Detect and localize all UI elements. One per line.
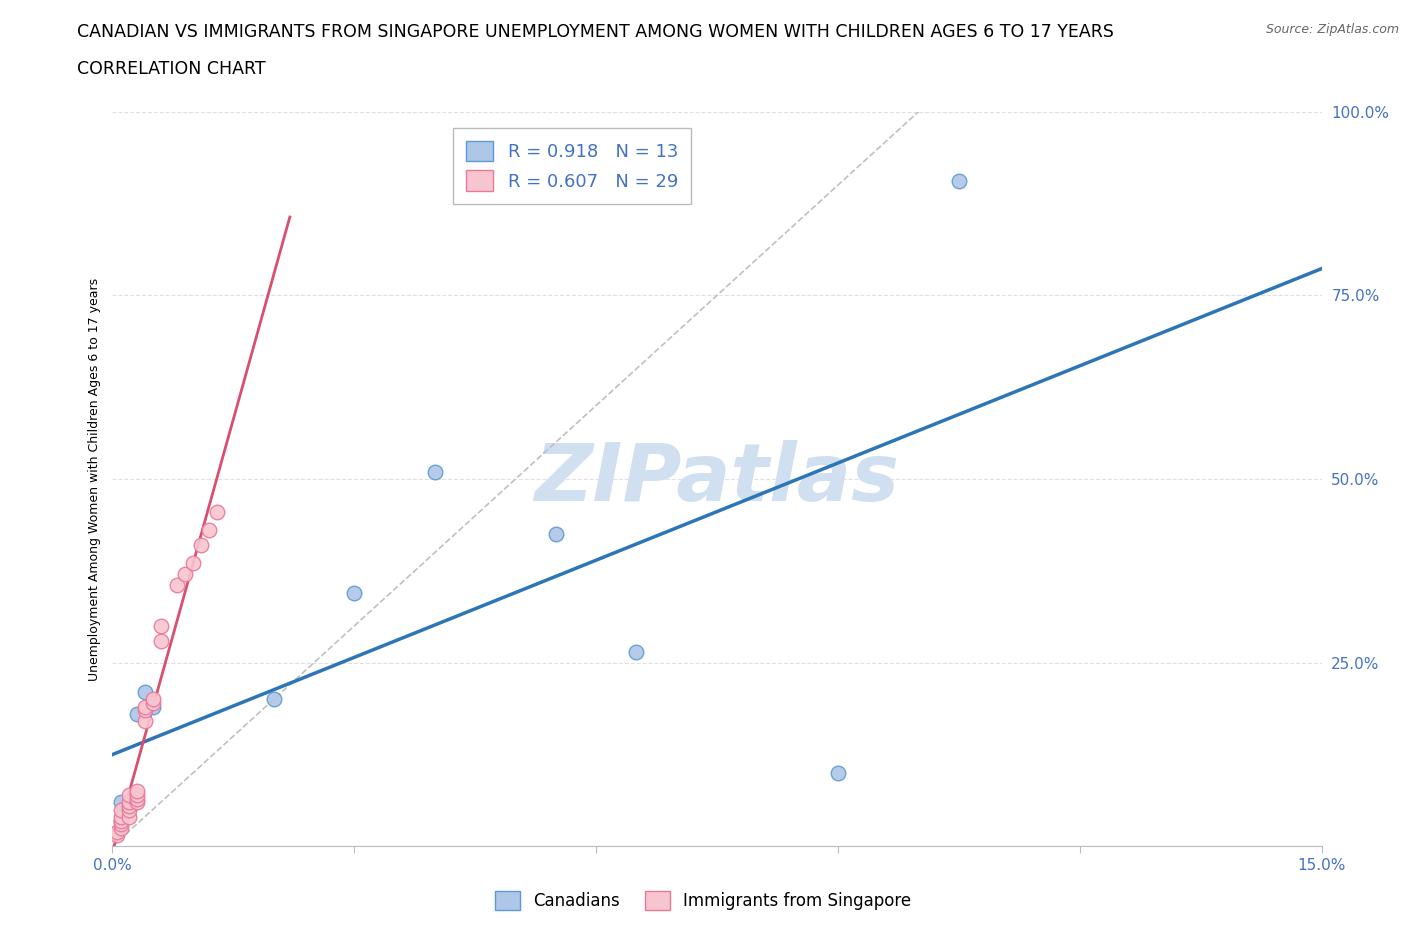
Text: Source: ZipAtlas.com: Source: ZipAtlas.com [1265,23,1399,36]
Point [110,795,132,810]
Legend: R = 0.918   N = 13, R = 0.607   N = 29: R = 0.918 N = 13, R = 0.607 N = 29 [453,128,690,204]
Text: ZIPatlas: ZIPatlas [534,440,900,518]
Point [263,692,285,707]
Point [827,765,849,780]
Point [117,802,139,817]
Point [110,820,132,835]
Point [423,464,446,479]
Point [626,644,648,659]
Point [166,578,188,593]
Text: CANADIAN VS IMMIGRANTS FROM SINGAPORE UNEMPLOYMENT AMONG WOMEN WITH CHILDREN AGE: CANADIAN VS IMMIGRANTS FROM SINGAPORE UN… [77,23,1114,41]
Point [134,703,156,718]
Point [207,505,229,520]
Point [198,523,221,538]
Point [343,585,366,600]
Point [110,813,132,828]
Point [544,526,567,541]
Y-axis label: Unemployment Among Women with Children Ages 6 to 17 years: Unemployment Among Women with Children A… [89,277,101,681]
Point [110,813,132,828]
Legend: Canadians, Immigrants from Singapore: Canadians, Immigrants from Singapore [488,884,918,917]
Point [125,784,148,799]
Point [110,817,132,831]
Point [181,556,204,571]
Point [117,799,139,814]
Point [110,802,132,817]
Point [117,799,139,814]
Point [174,567,197,582]
Point [105,824,128,839]
Point [948,174,970,189]
Point [125,707,148,722]
Point [142,696,165,711]
Point [105,828,128,843]
Point [125,788,148,803]
Point [117,795,139,810]
Point [125,795,148,810]
Point [134,699,156,714]
Point [134,714,156,729]
Point [117,809,139,824]
Point [149,633,172,648]
Point [117,788,139,803]
Point [110,809,132,824]
Point [125,791,148,806]
Text: CORRELATION CHART: CORRELATION CHART [77,60,266,78]
Point [134,684,156,699]
Point [142,692,165,707]
Point [149,618,172,633]
Point [190,538,212,552]
Point [142,699,165,714]
